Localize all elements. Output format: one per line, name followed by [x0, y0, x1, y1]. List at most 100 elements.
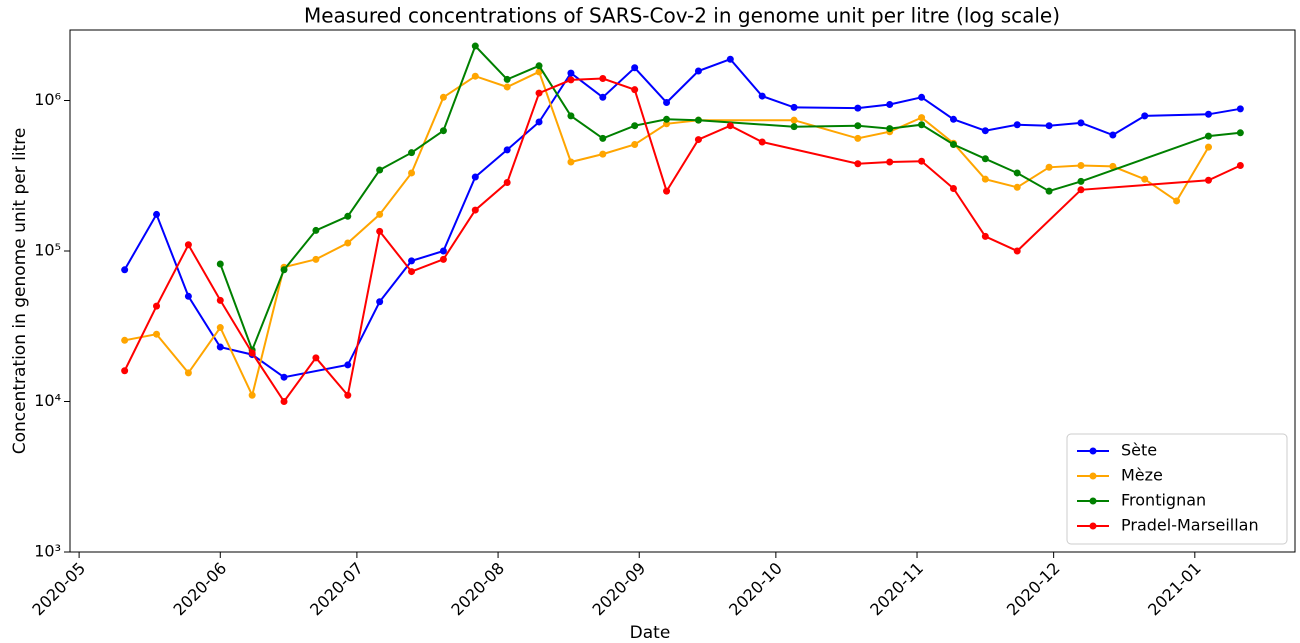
- data-point: [790, 103, 798, 111]
- data-point: [854, 104, 862, 112]
- data-point: [599, 150, 607, 158]
- data-point: [1077, 161, 1085, 169]
- x-tick-label: 2020-11: [866, 559, 927, 620]
- data-point: [184, 241, 192, 249]
- legend-label: Frontignan: [1121, 491, 1206, 510]
- data-point: [886, 125, 894, 133]
- x-tick-label: 2020-08: [447, 559, 508, 620]
- x-tick-label: 2020-05: [28, 559, 89, 620]
- data-point: [248, 349, 256, 357]
- data-point: [726, 55, 734, 63]
- data-point: [280, 397, 288, 405]
- legend-marker: [1089, 497, 1097, 505]
- data-point: [1204, 110, 1212, 118]
- data-point: [567, 112, 575, 120]
- data-point: [631, 86, 639, 94]
- data-point: [184, 292, 192, 300]
- legend-label: Sète: [1121, 441, 1157, 460]
- data-point: [216, 296, 224, 304]
- data-point: [790, 123, 798, 131]
- data-point: [121, 266, 129, 274]
- x-tick-label: 2021-01: [1144, 559, 1205, 620]
- data-point: [567, 158, 575, 166]
- legend-marker: [1089, 472, 1097, 480]
- data-point: [439, 127, 447, 135]
- series-line: [123, 58, 1241, 379]
- x-tick-label: 2020-07: [306, 559, 367, 620]
- x-tick-label: 2020-06: [170, 559, 231, 620]
- data-point: [949, 115, 957, 123]
- x-tick-label: 2020-09: [589, 559, 650, 620]
- data-point: [631, 122, 639, 130]
- data-point: [949, 140, 957, 148]
- data-point: [503, 179, 511, 187]
- data-point: [1045, 187, 1053, 195]
- data-point: [408, 169, 416, 177]
- data-point: [280, 373, 288, 381]
- data-point: [663, 187, 671, 195]
- y-tick-label: 10⁵: [34, 240, 61, 259]
- data-point: [471, 42, 479, 50]
- data-point: [344, 239, 352, 247]
- data-point: [1077, 119, 1085, 127]
- series-line: [124, 70, 1210, 399]
- data-point: [503, 75, 511, 83]
- data-point: [599, 93, 607, 101]
- data-point: [471, 173, 479, 181]
- data-point: [918, 157, 926, 165]
- data-point: [1013, 247, 1021, 255]
- data-point: [153, 330, 161, 338]
- data-point: [854, 134, 862, 142]
- data-point: [344, 361, 352, 369]
- data-point: [1077, 177, 1085, 185]
- data-point: [918, 93, 926, 101]
- data-point: [153, 210, 161, 218]
- data-point: [1077, 186, 1085, 194]
- data-point: [1141, 175, 1149, 183]
- data-point: [981, 175, 989, 183]
- data-point: [1013, 121, 1021, 129]
- data-point: [886, 158, 894, 166]
- data-point: [312, 255, 320, 263]
- data-point: [184, 369, 192, 377]
- data-point: [248, 391, 256, 399]
- data-point: [663, 115, 671, 123]
- data-point: [790, 116, 798, 124]
- data-point: [949, 185, 957, 193]
- data-point: [1013, 183, 1021, 191]
- legend-label: Mèze: [1121, 466, 1163, 485]
- data-point: [439, 255, 447, 263]
- x-axis-label: Date: [630, 623, 671, 643]
- data-point: [1141, 112, 1149, 120]
- data-point: [1204, 132, 1212, 140]
- data-point: [153, 302, 161, 310]
- data-point: [694, 67, 702, 75]
- data-point: [1109, 162, 1117, 170]
- data-point: [1173, 197, 1181, 205]
- data-point: [758, 92, 766, 100]
- data-point: [471, 206, 479, 214]
- data-point: [503, 83, 511, 91]
- chart-title: Measured concentrations of SARS-Cov-2 in…: [304, 4, 1060, 28]
- data-point: [918, 121, 926, 129]
- data-point: [918, 114, 926, 122]
- data-point: [344, 212, 352, 220]
- data-point: [439, 247, 447, 255]
- data-point: [216, 260, 224, 268]
- data-point: [1204, 143, 1212, 151]
- data-point: [1204, 176, 1212, 184]
- data-point: [408, 149, 416, 157]
- data-point: [376, 210, 384, 218]
- series-line: [123, 77, 1241, 404]
- data-point: [408, 268, 416, 276]
- data-point: [1013, 169, 1021, 177]
- data-point: [631, 140, 639, 148]
- y-tick-label: 10⁴: [34, 391, 61, 410]
- data-point: [216, 343, 224, 351]
- legend-box: [1066, 433, 1288, 545]
- data-point: [1109, 131, 1117, 139]
- y-tick-label: 10⁶: [34, 90, 61, 109]
- data-point: [694, 116, 702, 124]
- data-point: [726, 122, 734, 130]
